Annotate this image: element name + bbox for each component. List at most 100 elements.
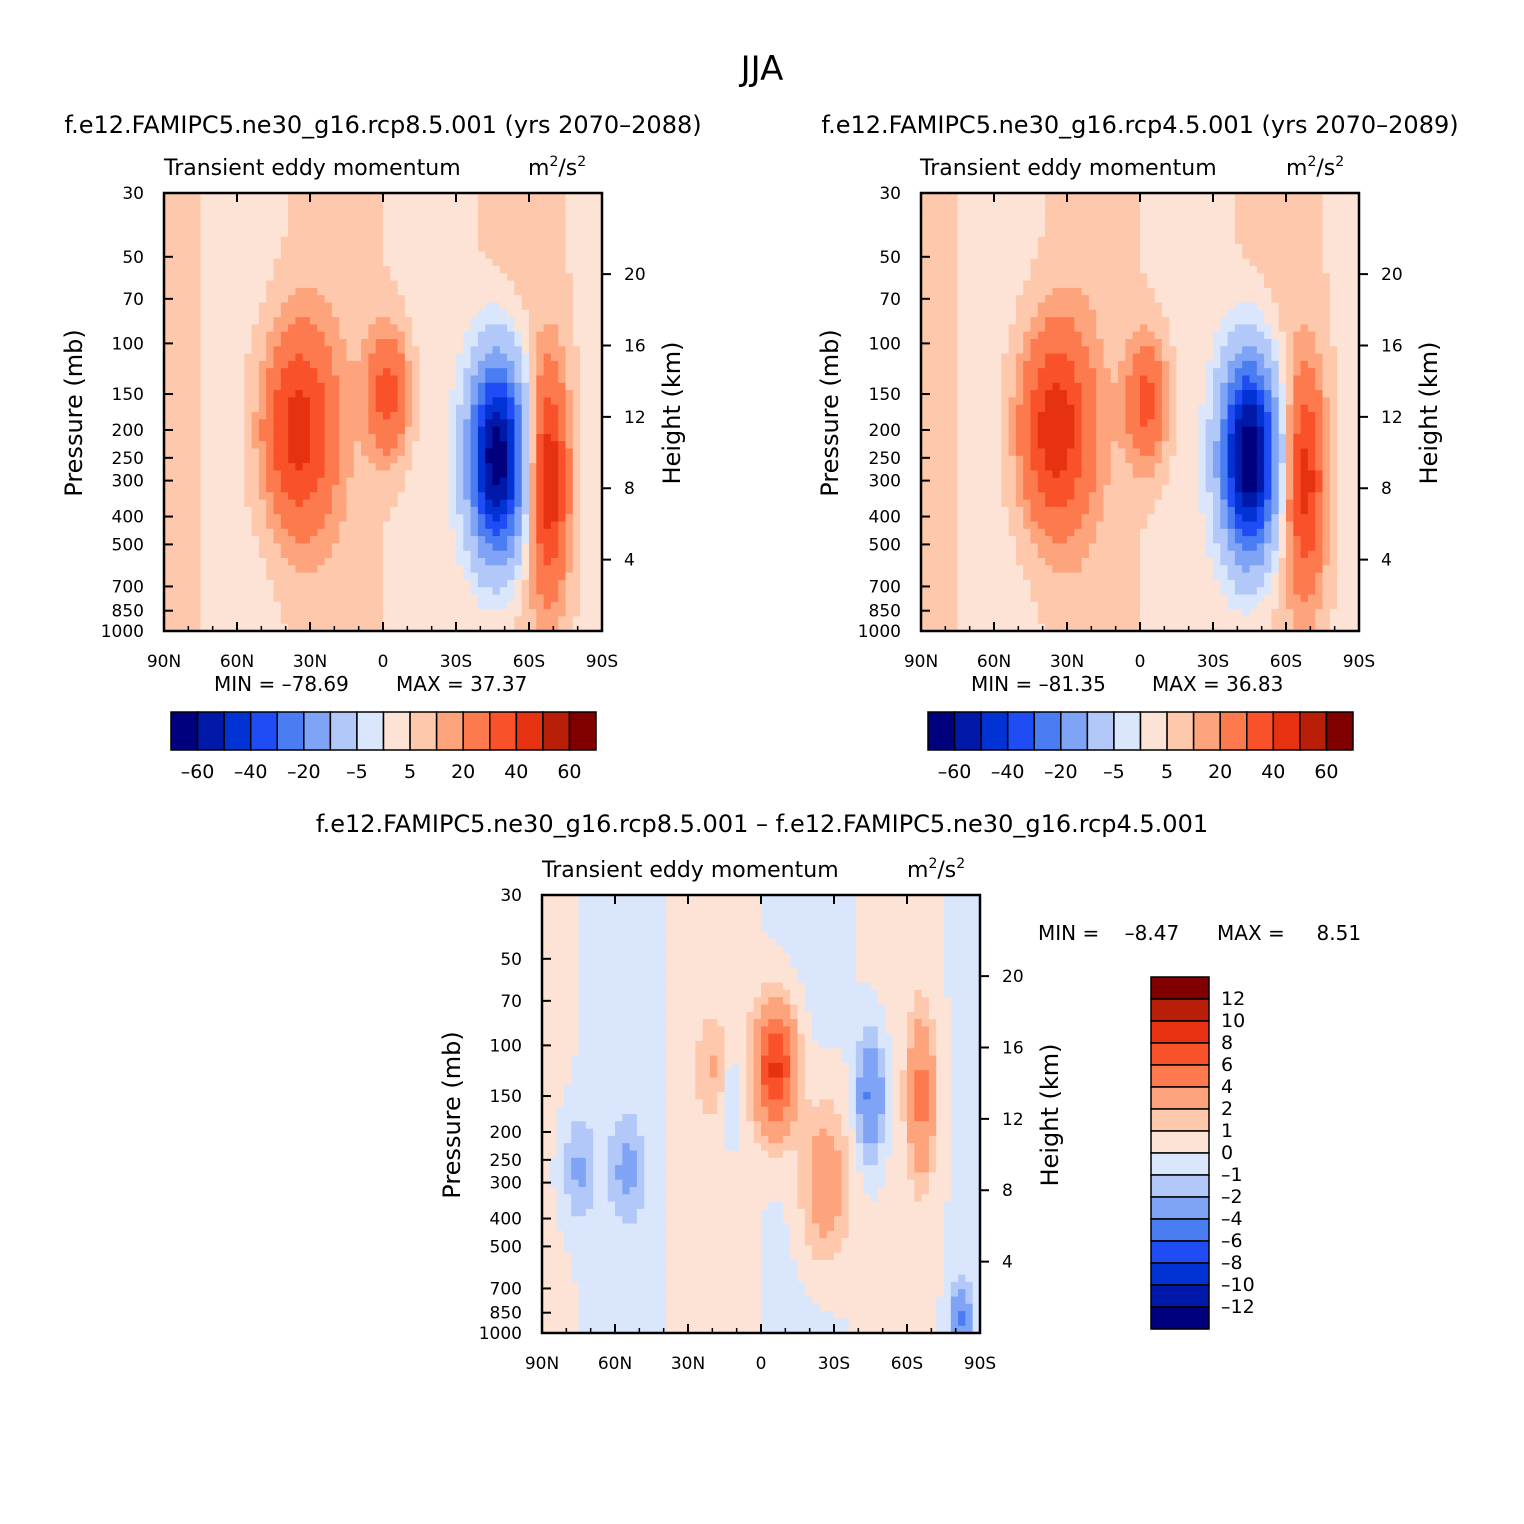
field-cell	[1045, 207, 1053, 216]
field-cell	[397, 207, 406, 216]
field-cell	[477, 287, 486, 296]
field-cell	[200, 273, 209, 281]
field-cell	[456, 616, 464, 625]
field-cell	[193, 368, 201, 376]
field-cell	[529, 331, 537, 340]
field-cell	[565, 433, 574, 442]
field-cell	[375, 594, 384, 603]
field-cell	[1081, 229, 1090, 238]
field-cell	[324, 339, 333, 347]
field-cell	[368, 594, 377, 603]
field-cell	[1278, 339, 1287, 347]
field-cell	[507, 558, 515, 566]
field-cell	[397, 222, 406, 230]
field-cell	[514, 412, 523, 420]
field-cell	[1322, 236, 1331, 245]
field-cell	[1351, 324, 1360, 333]
field-cell	[368, 499, 377, 508]
field-cell	[514, 463, 523, 471]
field-cell	[258, 280, 267, 289]
field-cell	[302, 492, 311, 500]
field-cell	[529, 200, 537, 208]
field-cell	[1001, 193, 1009, 201]
field-cell	[1103, 222, 1112, 230]
field-cell	[280, 609, 289, 617]
field-cell	[1344, 244, 1353, 252]
field-cell	[456, 368, 464, 376]
field-cell	[251, 382, 260, 391]
field-cell	[237, 236, 245, 245]
field-cell	[324, 565, 333, 573]
field-cell	[507, 222, 515, 230]
field-cell	[594, 528, 603, 537]
field-cell	[536, 433, 544, 442]
field-cell	[477, 433, 486, 442]
field-cell	[492, 324, 501, 333]
field-cell	[1234, 339, 1243, 347]
field-cell	[302, 214, 311, 223]
field-cell	[375, 536, 384, 544]
field-cell	[390, 375, 398, 384]
field-cell	[543, 550, 552, 559]
field-cell	[477, 455, 486, 464]
field-cell	[426, 360, 435, 369]
field-cell	[1110, 214, 1119, 223]
x-tick-label: 90N	[147, 652, 181, 672]
field-cell	[178, 317, 187, 325]
field-cell	[419, 200, 428, 208]
field-cell	[1191, 258, 1199, 267]
field-cell	[594, 572, 603, 581]
field-cell	[477, 360, 486, 369]
field-cell	[361, 214, 369, 223]
field-cell	[565, 214, 574, 223]
field-cell	[1249, 207, 1258, 216]
field-cell	[492, 251, 501, 260]
field-cell	[485, 317, 493, 325]
field-cell	[1096, 324, 1104, 333]
field-cell	[171, 273, 179, 281]
field-cell	[492, 441, 501, 449]
field-cell	[266, 390, 274, 398]
field-cell	[1286, 324, 1294, 333]
field-cell	[580, 324, 588, 333]
field-cell	[317, 295, 325, 303]
field-cell	[1001, 331, 1009, 340]
field-cell	[521, 587, 530, 595]
field-cell	[942, 200, 951, 208]
field-cell	[1110, 280, 1119, 289]
field-cell	[964, 222, 973, 230]
field-cell	[302, 499, 311, 508]
field-cell	[521, 339, 530, 347]
field-cell	[266, 397, 274, 406]
field-cell	[492, 280, 501, 289]
field-cell	[353, 251, 362, 260]
field-cell	[1008, 287, 1017, 296]
field-cell	[434, 609, 442, 617]
field-cell	[185, 565, 194, 573]
field-cell	[258, 302, 267, 311]
field-cell	[942, 207, 951, 216]
field-cell	[273, 441, 282, 449]
field-cell	[441, 382, 450, 391]
field-cell	[412, 317, 420, 325]
field-cell	[434, 346, 442, 354]
field-cell	[237, 587, 245, 595]
field-cell	[339, 222, 347, 230]
field-cell	[1118, 280, 1126, 289]
field-cell	[448, 302, 457, 311]
field-cell	[1088, 200, 1097, 208]
field-cell	[1234, 331, 1243, 340]
field-cell	[994, 200, 1002, 208]
field-cell	[572, 499, 581, 508]
field-cell	[477, 273, 486, 281]
field-cell	[536, 426, 544, 435]
field-cell	[258, 324, 267, 333]
field-cell	[477, 609, 486, 617]
field-cell	[964, 287, 973, 296]
field-cell	[412, 200, 420, 208]
field-cell	[207, 346, 216, 354]
field-cell	[317, 273, 325, 281]
field-cell	[536, 390, 544, 398]
field-cell	[543, 244, 552, 252]
field-cell	[302, 601, 311, 610]
